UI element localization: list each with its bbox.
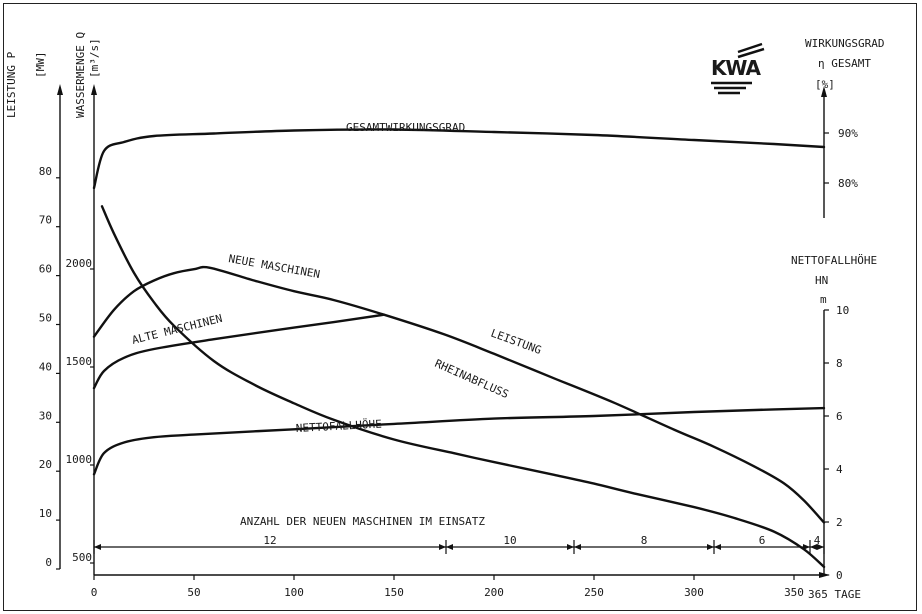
x-tick-label: 100 — [284, 586, 304, 599]
p-axis-arrow — [57, 84, 63, 95]
eta-axis-label-1: WIRKUNGSGRAD — [805, 37, 884, 50]
p-tick-label: 60 — [39, 263, 52, 276]
h-tick-label: 6 — [836, 410, 843, 423]
machine-segments: 12 10 8 6 4 — [93, 534, 825, 554]
segment-arrow-right — [439, 544, 446, 550]
annotation-nettofallh-he: NETTOFALLHÖHE — [295, 418, 382, 435]
segment-label: 6 — [759, 534, 766, 547]
x-tick-label: 250 — [584, 586, 604, 599]
x-tick-label: 200 — [484, 586, 504, 599]
chart-frame — [3, 3, 917, 611]
p-tick-label: 80 — [39, 165, 52, 178]
h-tick-label: 10 — [836, 304, 849, 317]
segment-arrow-left — [714, 544, 721, 550]
kwa-logo-text: KWA — [711, 56, 762, 80]
h-tick-label: 2 — [836, 516, 843, 529]
kwa-logo: KWA — [711, 42, 765, 95]
curves — [92, 128, 826, 569]
x-tick-label: 50 — [187, 586, 200, 599]
q-axis-unit: [m³/s] — [88, 38, 101, 78]
segment-label: 10 — [503, 534, 516, 547]
axis-ticks: 0102030405060708050010001500200080%90%02… — [39, 127, 861, 601]
p-axis-label: LEISTUNG P — [5, 51, 18, 118]
p-tick-label: 40 — [39, 360, 52, 373]
q-axis-arrow — [91, 84, 97, 95]
eta-axis-unit: [%] — [815, 78, 835, 91]
series-nettofallh-he — [92, 406, 826, 476]
segment-arrow-left — [810, 544, 817, 550]
series-alte-maschinen — [92, 313, 386, 390]
series-gesamtwirkungsgrad — [92, 128, 826, 190]
machines-title: ANZAHL DER NEUEN MASCHINEN IM EINSATZ — [240, 515, 485, 528]
annotation-alte-maschinen: ALTE MASCHINEN — [131, 312, 224, 347]
series-leistung — [92, 265, 826, 524]
x-tick-label: 350 — [784, 586, 804, 599]
segment-arrow-right — [707, 544, 714, 550]
eta-tick-label: 80% — [838, 177, 858, 190]
eta-axis-arrow — [821, 86, 827, 97]
h-tick-label: 8 — [836, 357, 843, 370]
p-tick-label: 70 — [39, 214, 52, 227]
segment-arrow-right — [567, 544, 574, 550]
q-tick-label: 1000 — [66, 453, 93, 466]
segment-label: 8 — [641, 534, 648, 547]
segment-label: 4 — [814, 534, 821, 547]
annotation-leistung: LEISTUNG — [489, 327, 543, 357]
q-axis-label: WASSERMENGE Q — [74, 32, 87, 118]
annotation-rheinabfluss: RHEINABFLUSS — [433, 357, 511, 401]
p-axis-unit: [MW] — [34, 52, 47, 79]
h-axis-unit: m — [820, 293, 827, 306]
q-tick-label: 1500 — [66, 355, 93, 368]
q-tick-label: 500 — [72, 551, 92, 564]
segment-arrow-left — [446, 544, 453, 550]
q-tick-label: 2000 — [66, 257, 93, 270]
h-axis-label-2: HN — [815, 274, 828, 287]
x-tick-label: 0 — [91, 586, 98, 599]
segment-label: 12 — [263, 534, 276, 547]
eta-axis-label-2: η GESAMT — [818, 57, 871, 70]
segment-arrow-left — [574, 544, 581, 550]
segment-arrow-right — [817, 544, 824, 550]
h-tick-label: 0 — [836, 569, 843, 582]
p-tick-label: 0 — [45, 556, 52, 569]
series-rheinabfluss — [100, 205, 826, 569]
p-tick-label: 20 — [39, 458, 52, 471]
p-tick-label: 50 — [39, 312, 52, 325]
segment-arrow-left — [94, 544, 101, 550]
h-tick-label: 4 — [836, 463, 843, 476]
kwa-logo-stripes — [711, 42, 765, 95]
x-tick-label: 150 — [384, 586, 404, 599]
p-tick-label: 10 — [39, 507, 52, 520]
p-tick-label: 30 — [39, 409, 52, 422]
annotation-gesamtwirkungsgrad: GESAMTWIRKUNGSGRAD — [346, 121, 465, 134]
eta-tick-label: 90% — [838, 127, 858, 140]
h-axis-label-1: NETTOFALLHÖHE — [791, 254, 877, 267]
x-axis-end-label: 365 TAGE — [808, 588, 861, 601]
x-tick-label: 300 — [684, 586, 704, 599]
